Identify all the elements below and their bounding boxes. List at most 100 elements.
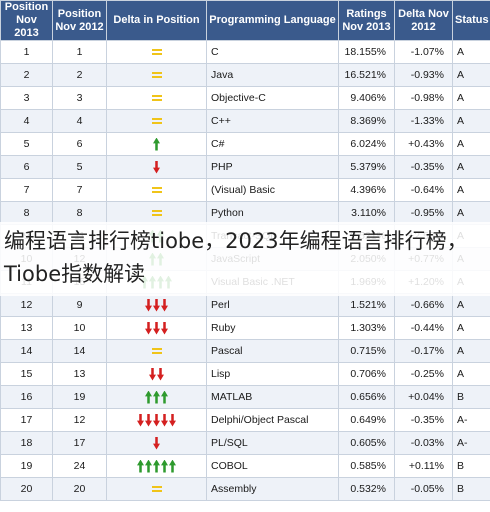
rating-change-cell: -0.98% (394, 86, 453, 110)
header-delta-position: Delta in Position (106, 0, 207, 41)
language-cell: PHP (206, 155, 339, 179)
language-cell: Java (206, 63, 339, 87)
up-arrow-icon (137, 459, 144, 473)
down-arrow-icon (169, 413, 176, 427)
down-arrow-icon (145, 413, 152, 427)
up-arrow-icon (145, 390, 152, 404)
language-cell: Perl (206, 293, 339, 317)
rating-cell: 16.521% (338, 63, 395, 87)
delta-cell (106, 63, 207, 87)
rating-change-cell: +0.43% (394, 132, 453, 156)
position-2013-cell: 5 (0, 132, 53, 156)
up-arrow-icon (153, 459, 160, 473)
rating-cell: 0.585% (338, 454, 395, 478)
position-2012-cell: 5 (52, 155, 107, 179)
table-header-row: Position Nov 2013 Position Nov 2012 Delt… (0, 0, 490, 41)
table-row: 7 7 (Visual) Basic 4.396% -0.64% A (0, 178, 490, 202)
position-2012-cell: 10 (52, 316, 107, 340)
table-row: 6 5 PHP 5.379% -0.35% A (0, 155, 490, 179)
position-2013-cell: 15 (0, 362, 53, 386)
position-2012-cell: 6 (52, 132, 107, 156)
position-2012-cell: 20 (52, 477, 107, 501)
down-arrow-icon (153, 160, 160, 174)
table-row: 16 19 MATLAB 0.656% +0.04% B (0, 385, 490, 409)
position-2012-cell: 9 (52, 293, 107, 317)
header-rating-change: Delta Nov 2012 (394, 0, 453, 41)
rating-cell: 0.706% (338, 362, 395, 386)
table-row: 17 12 Delphi/Object Pascal 0.649% -0.35% A- (0, 408, 490, 432)
delta-cell (106, 178, 207, 202)
rating-change-cell: -0.35% (394, 155, 453, 179)
table-row: 2 2 Java 16.521% -0.93% A (0, 63, 490, 87)
status-cell: A (452, 178, 490, 202)
status-cell: A (452, 109, 490, 133)
position-2012-cell: 13 (52, 362, 107, 386)
status-cell: A (452, 132, 490, 156)
rating-change-cell: -0.93% (394, 63, 453, 87)
rating-cell: 0.649% (338, 408, 395, 432)
rating-cell: 3.110% (338, 201, 395, 225)
table-row: 4 4 C++ 8.369% -1.33% A (0, 109, 490, 133)
delta-cell (106, 201, 207, 225)
language-cell: MATLAB (206, 385, 339, 409)
table-row: 1 1 C 18.155% -1.07% A (0, 40, 490, 64)
rating-cell: 0.656% (338, 385, 395, 409)
status-cell: B (452, 385, 490, 409)
status-cell: A (452, 293, 490, 317)
down-arrow-icon (153, 413, 160, 427)
rating-cell: 5.379% (338, 155, 395, 179)
down-arrow-icon (137, 413, 144, 427)
up-arrow-icon (169, 459, 176, 473)
equals-icon (151, 187, 162, 194)
rating-cell: 4.396% (338, 178, 395, 202)
rating-change-cell: -0.35% (394, 408, 453, 432)
header-status: Status (452, 0, 490, 41)
delta-cell (106, 431, 207, 455)
position-2013-cell: 1 (0, 40, 53, 64)
header-position-2013: Position Nov 2013 (0, 0, 53, 41)
delta-cell (106, 477, 207, 501)
position-2012-cell: 24 (52, 454, 107, 478)
up-arrows-group (153, 137, 160, 151)
rating-change-cell: -0.25% (394, 362, 453, 386)
language-cell: Delphi/Object Pascal (206, 408, 339, 432)
position-2012-cell: 8 (52, 201, 107, 225)
delta-cell (106, 339, 207, 363)
down-arrow-icon (161, 321, 168, 335)
language-cell: Objective-C (206, 86, 339, 110)
position-2012-cell: 7 (52, 178, 107, 202)
language-cell: (Visual) Basic (206, 178, 339, 202)
position-2013-cell: 19 (0, 454, 53, 478)
down-arrow-icon (161, 298, 168, 312)
down-arrow-icon (153, 436, 160, 450)
equals-icon (151, 210, 162, 217)
down-arrow-icon (157, 367, 164, 381)
table-row: 3 3 Objective-C 9.406% -0.98% A (0, 86, 490, 110)
table-row: 15 13 Lisp 0.706% -0.25% A (0, 362, 490, 386)
table-row: 13 10 Ruby 1.303% -0.44% A (0, 316, 490, 340)
table-row: 12 9 Perl 1.521% -0.66% A (0, 293, 490, 317)
rating-change-cell: +0.11% (394, 454, 453, 478)
position-2012-cell: 4 (52, 109, 107, 133)
position-2013-cell: 18 (0, 431, 53, 455)
header-position-2012: Position Nov 2012 (52, 0, 107, 41)
equals-icon (151, 49, 162, 56)
language-cell: Ruby (206, 316, 339, 340)
equals-icon (151, 95, 162, 102)
rating-cell: 6.024% (338, 132, 395, 156)
rating-cell: 0.605% (338, 431, 395, 455)
delta-cell (106, 316, 207, 340)
delta-cell (106, 155, 207, 179)
down-arrows-group (153, 160, 160, 174)
delta-cell (106, 109, 207, 133)
language-cell: C (206, 40, 339, 64)
table-row: 8 8 Python 3.110% -0.95% A (0, 201, 490, 225)
rating-change-cell: -0.03% (394, 431, 453, 455)
down-arrow-icon (153, 321, 160, 335)
rating-change-cell: -0.17% (394, 339, 453, 363)
status-cell: A (452, 155, 490, 179)
position-2013-cell: 20 (0, 477, 53, 501)
table-row: 14 14 Pascal 0.715% -0.17% A (0, 339, 490, 363)
language-cell: C# (206, 132, 339, 156)
position-2013-cell: 17 (0, 408, 53, 432)
